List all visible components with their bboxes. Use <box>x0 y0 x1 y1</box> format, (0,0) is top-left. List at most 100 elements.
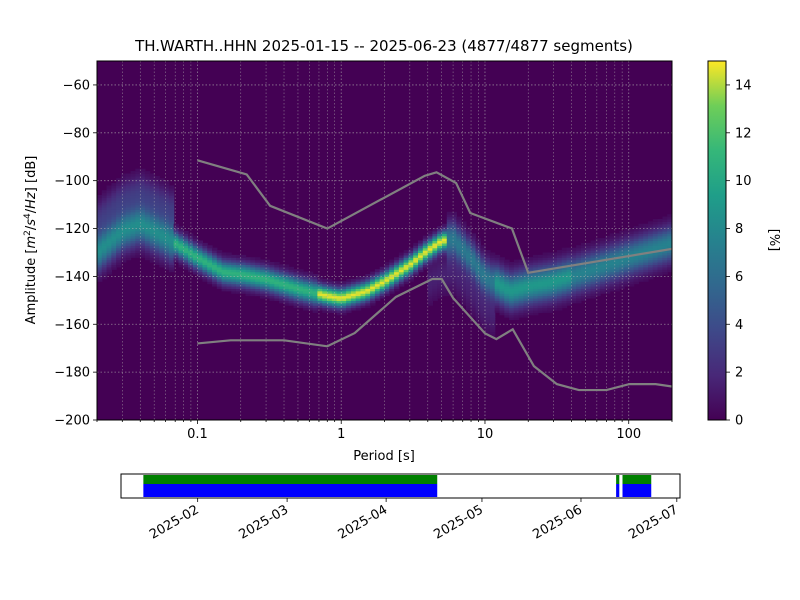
heatmap-cell <box>643 278 649 282</box>
availability-axes: 2025-02 2025-03 2025-04 2025-05 2025-06 2025-… <box>120 473 681 543</box>
heatmap-cell <box>312 302 319 306</box>
heatmap-cell <box>542 297 549 301</box>
heatmap-cell <box>197 250 204 254</box>
heatmap-cell <box>437 242 443 246</box>
heatmap-cell <box>513 271 520 275</box>
heatmap-cell <box>648 252 654 256</box>
heatmap-cell <box>657 271 664 275</box>
heatmap-cell <box>446 230 453 234</box>
heatmap-cell <box>389 271 395 275</box>
heatmap-cell <box>154 262 160 266</box>
heatmap-cell <box>561 250 568 254</box>
heatmap-cell <box>465 264 472 268</box>
heatmap-cell <box>307 278 314 282</box>
heatmap-cell <box>106 235 112 239</box>
heatmap-cell <box>470 247 477 251</box>
heatmap-cell <box>283 271 290 275</box>
heatmap-cell <box>336 293 342 297</box>
heatmap-cell <box>106 190 112 194</box>
heatmap-cell <box>197 259 204 263</box>
heatmap-cell <box>159 247 165 251</box>
heatmap-cell <box>504 283 510 287</box>
heatmap-cell <box>106 192 112 196</box>
heatmap-cell <box>350 300 357 304</box>
heatmap-cell <box>116 245 122 249</box>
heatmap-cell <box>456 278 462 282</box>
heatmap-cell <box>283 269 290 273</box>
heatmap-cell <box>480 321 486 325</box>
heatmap-cell <box>446 278 453 282</box>
heatmap-cell <box>322 302 328 306</box>
heatmap-cell <box>418 250 424 254</box>
heatmap-cell <box>614 283 620 287</box>
heatmap-cell <box>485 305 491 309</box>
heatmap-cell <box>518 259 525 263</box>
heatmap-cell <box>245 259 251 263</box>
heatmap-cell <box>604 290 611 294</box>
heatmap-cell <box>331 309 338 313</box>
heatmap-cell <box>374 283 381 287</box>
heatmap-cell <box>561 257 568 261</box>
heatmap-cell <box>633 226 640 230</box>
heatmap-cell <box>461 274 467 277</box>
heatmap-cell <box>130 218 136 222</box>
heatmap-cell <box>657 228 664 232</box>
heatmap-cell <box>154 216 160 220</box>
heatmap-cell <box>307 302 314 306</box>
heatmap-cell <box>202 242 208 246</box>
heatmap-cell <box>274 293 280 297</box>
heatmap-cell <box>101 240 108 244</box>
heatmap-cell <box>97 235 103 239</box>
heatmap-cell <box>432 257 438 261</box>
heatmap-cell <box>427 247 434 251</box>
heatmap-cell <box>216 285 223 289</box>
heatmap-cell <box>600 290 606 294</box>
heatmap-cell <box>446 254 453 258</box>
heatmap-cell <box>403 254 410 258</box>
heatmap-cell <box>557 302 563 306</box>
heatmap-cell <box>609 281 616 285</box>
heatmap-cell <box>178 226 184 230</box>
heatmap-cell <box>542 307 549 311</box>
heatmap-cell <box>580 264 587 268</box>
heatmap-cell <box>355 307 362 311</box>
heatmap-cell <box>465 228 472 232</box>
heatmap-cell <box>111 226 117 230</box>
heatmap-cell <box>346 305 352 309</box>
heatmap-cell <box>422 262 429 266</box>
heatmap-cell <box>667 230 672 234</box>
heatmap-cell <box>192 266 199 270</box>
heatmap-cell <box>437 278 443 282</box>
heatmap-cell <box>537 300 544 304</box>
heatmap-cell <box>624 228 630 232</box>
heatmap-cell <box>116 214 122 218</box>
y-tick-label: −200 <box>54 414 90 429</box>
heatmap-cell <box>451 271 457 275</box>
heatmap-cell <box>250 266 256 270</box>
heatmap-cell <box>614 247 620 251</box>
heatmap-cell <box>370 302 376 306</box>
heatmap-cell <box>489 278 496 282</box>
heatmap-cell <box>283 295 290 299</box>
heatmap-cell <box>164 264 170 268</box>
heatmap-cell <box>446 242 453 246</box>
heatmap-cell <box>485 250 491 254</box>
heatmap-cell <box>595 288 601 292</box>
heatmap-cell <box>657 269 664 273</box>
heatmap-cell <box>614 262 620 266</box>
heatmap-cell <box>130 195 136 199</box>
heatmap-cell <box>245 293 251 297</box>
heatmap-cell <box>657 254 664 258</box>
heatmap-cell <box>394 274 400 277</box>
heatmap-cell <box>360 276 366 280</box>
heatmap-cell <box>652 228 659 232</box>
heatmap-cell <box>499 266 505 270</box>
heatmap-cell <box>259 278 266 282</box>
heatmap-cell <box>662 257 668 261</box>
heatmap-cell <box>446 238 453 242</box>
heatmap-cell <box>149 221 156 225</box>
heatmap-cell <box>509 309 515 313</box>
heatmap-cell <box>154 233 160 237</box>
heatmap-cell <box>101 197 108 201</box>
heatmap-cell <box>537 281 544 285</box>
